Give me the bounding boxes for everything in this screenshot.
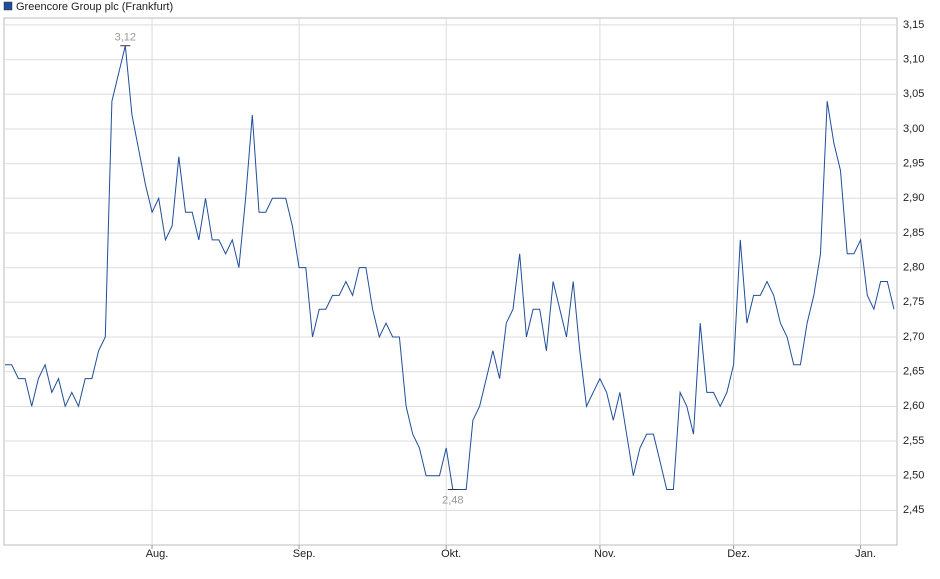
y-tick-label: 3,10 <box>903 54 924 66</box>
y-tick-label: 2,95 <box>903 158 924 170</box>
y-tick-label: 2,90 <box>903 192 924 204</box>
x-tick-label: Aug. <box>146 548 169 560</box>
extreme-label: 3,12 <box>115 32 136 44</box>
x-tick-label: Okt. <box>441 548 461 560</box>
extreme-label: 2,48 <box>442 494 463 506</box>
price-line <box>5 45 895 490</box>
x-tick-label: Sep. <box>293 548 316 560</box>
legend-swatch <box>3 1 13 11</box>
y-tick-label: 2,85 <box>903 227 924 239</box>
y-tick-label: 2,75 <box>903 296 924 308</box>
y-tick-label: 2,60 <box>903 400 924 412</box>
y-tick-label: 2,45 <box>903 504 924 516</box>
y-tick-label: 2,70 <box>903 331 924 343</box>
y-tick-label: 2,50 <box>903 470 924 482</box>
y-tick-label: 3,00 <box>903 123 924 135</box>
x-tick-label: Dez. <box>727 548 750 560</box>
y-tick-label: 3,05 <box>903 88 924 100</box>
y-tick-label: 2,55 <box>903 435 924 447</box>
y-tick-label: 2,80 <box>903 262 924 274</box>
x-tick-label: Jan. <box>855 548 876 560</box>
x-tick-label: Nov. <box>594 548 616 560</box>
plot-area <box>3 17 898 546</box>
legend-label: Greencore Group plc (Frankfurt) <box>16 1 173 13</box>
y-tick-label: 2,65 <box>903 366 924 378</box>
y-tick-label: 3,15 <box>903 19 924 31</box>
